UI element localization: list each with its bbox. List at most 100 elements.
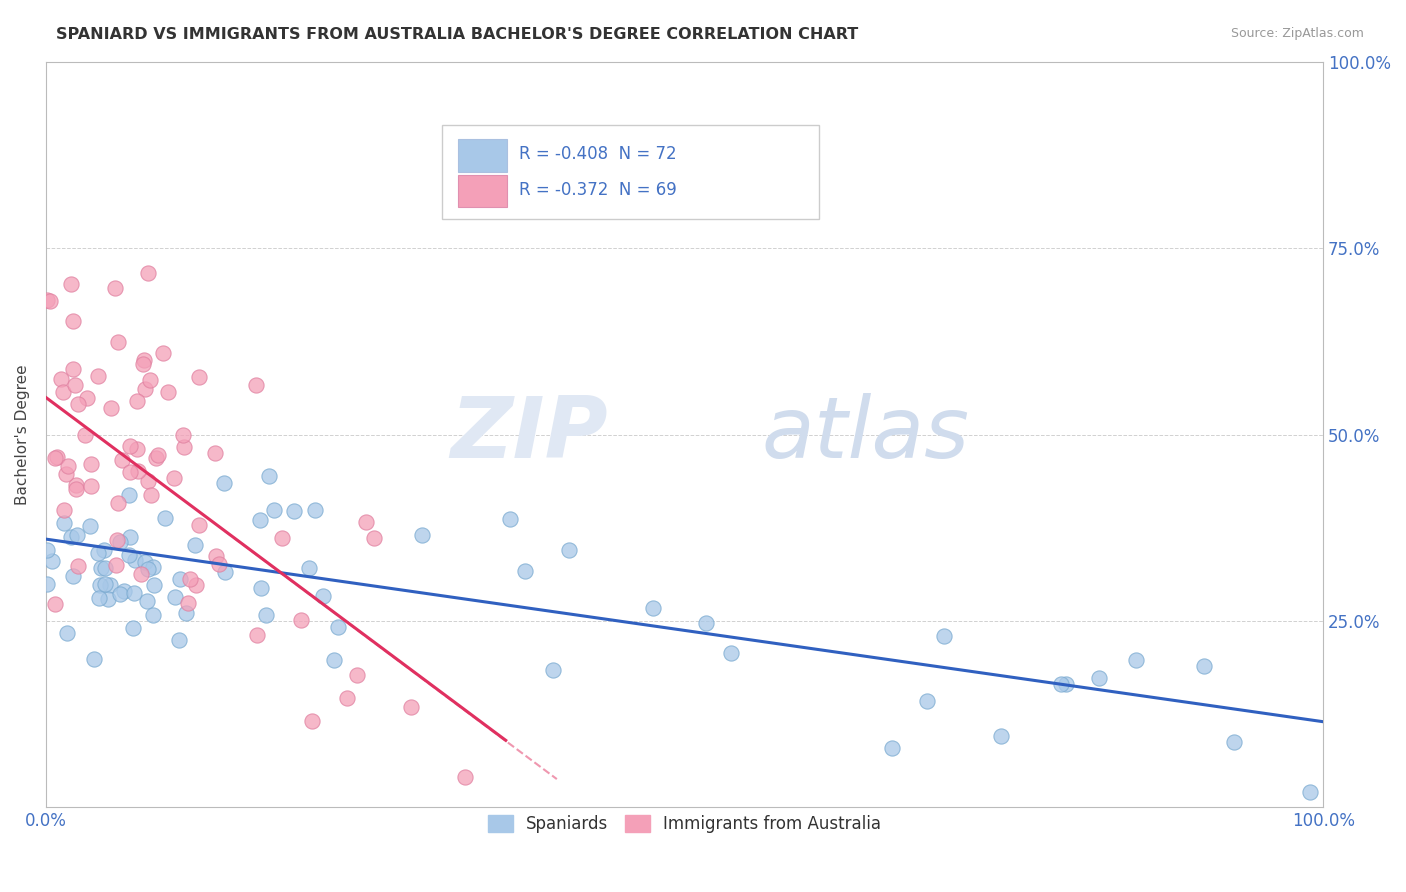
- Point: [152, 345, 174, 359]
- Point: [94, 561, 117, 575]
- Point: [183, 539, 205, 553]
- Point: [110, 452, 132, 467]
- Point: [97, 591, 120, 606]
- Point: [112, 584, 135, 599]
- Point: [65, 478, 87, 492]
- Point: [127, 394, 149, 409]
- Point: [250, 581, 273, 595]
- Point: [134, 556, 156, 570]
- Point: [132, 353, 155, 368]
- Point: [153, 511, 176, 525]
- Point: [44, 597, 66, 611]
- Point: [1125, 653, 1147, 667]
- Point: [411, 528, 433, 542]
- Point: [290, 614, 312, 628]
- Point: [249, 512, 271, 526]
- Point: [53, 503, 76, 517]
- Point: [179, 572, 201, 586]
- Point: [312, 589, 335, 603]
- Point: [156, 385, 179, 400]
- Point: [136, 562, 159, 576]
- Legend: Spaniards, Immigrants from Australia: Spaniards, Immigrants from Australia: [481, 808, 889, 840]
- Point: [187, 517, 209, 532]
- Point: [118, 487, 141, 501]
- Point: [41, 554, 63, 568]
- Point: [118, 548, 141, 562]
- Point: [163, 471, 186, 485]
- Point: [98, 578, 121, 592]
- Point: [44, 451, 66, 466]
- Point: [73, 428, 96, 442]
- Point: [1192, 659, 1215, 673]
- Point: [94, 577, 117, 591]
- Text: SPANIARD VS IMMIGRANTS FROM AUSTRALIA BACHELOR'S DEGREE CORRELATION CHART: SPANIARD VS IMMIGRANTS FROM AUSTRALIA BA…: [56, 27, 859, 42]
- Point: [1087, 671, 1109, 685]
- Point: [136, 474, 159, 488]
- Point: [541, 663, 564, 677]
- Point: [641, 601, 664, 615]
- Point: [63, 378, 86, 392]
- Point: [59, 530, 82, 544]
- Point: [110, 534, 132, 549]
- Point: [45, 450, 67, 465]
- Point: [53, 516, 76, 530]
- Point: [80, 479, 103, 493]
- Point: [204, 549, 226, 563]
- Point: [51, 372, 73, 386]
- Point: [134, 383, 156, 397]
- Point: [62, 569, 84, 583]
- FancyBboxPatch shape: [441, 126, 818, 219]
- Point: [245, 378, 267, 392]
- Point: [142, 560, 165, 574]
- Point: [104, 281, 127, 295]
- Point: [513, 564, 536, 578]
- Point: [880, 741, 903, 756]
- Text: R = -0.372  N = 69: R = -0.372 N = 69: [519, 180, 676, 199]
- Point: [142, 607, 165, 622]
- Point: [142, 578, 165, 592]
- Point: [336, 690, 359, 705]
- Point: [37, 293, 59, 308]
- Point: [328, 620, 350, 634]
- Point: [93, 543, 115, 558]
- Point: [204, 446, 226, 460]
- Point: [915, 694, 938, 708]
- Point: [990, 729, 1012, 743]
- Point: [62, 362, 84, 376]
- Point: [934, 629, 956, 643]
- Point: [105, 533, 128, 548]
- Point: [89, 578, 111, 592]
- Point: [323, 653, 346, 667]
- Point: [1299, 785, 1322, 799]
- Point: [187, 370, 209, 384]
- Text: R = -0.408  N = 72: R = -0.408 N = 72: [519, 145, 676, 163]
- Text: ZIP: ZIP: [450, 393, 607, 476]
- Point: [55, 626, 77, 640]
- Point: [169, 572, 191, 586]
- Point: [167, 633, 190, 648]
- Point: [212, 475, 235, 490]
- Point: [100, 401, 122, 415]
- Point: [66, 559, 89, 574]
- Point: [80, 457, 103, 471]
- Point: [1050, 677, 1073, 691]
- Point: [65, 483, 87, 497]
- Point: [87, 369, 110, 384]
- Point: [271, 531, 294, 545]
- Point: [177, 596, 200, 610]
- Point: [145, 451, 167, 466]
- Point: [87, 591, 110, 605]
- Point: [132, 357, 155, 371]
- Point: [356, 516, 378, 530]
- Point: [37, 542, 59, 557]
- Point: [58, 458, 80, 473]
- Point: [454, 770, 477, 784]
- Point: [174, 606, 197, 620]
- Point: [139, 488, 162, 502]
- Point: [55, 467, 77, 482]
- Point: [558, 543, 581, 558]
- Y-axis label: Bachelor's Degree: Bachelor's Degree: [15, 365, 30, 505]
- Point: [363, 531, 385, 545]
- Point: [254, 607, 277, 622]
- Point: [62, 314, 84, 328]
